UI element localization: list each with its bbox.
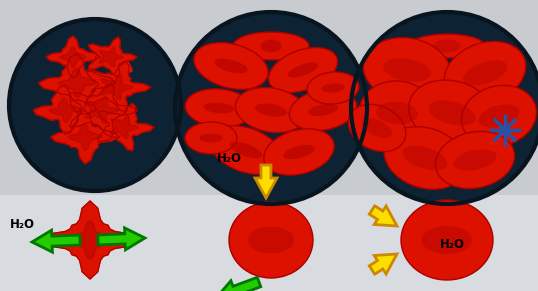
Ellipse shape — [348, 104, 406, 152]
Polygon shape — [33, 86, 97, 134]
Ellipse shape — [284, 145, 315, 159]
Ellipse shape — [199, 134, 223, 142]
FancyArrow shape — [32, 230, 80, 252]
Ellipse shape — [454, 149, 497, 171]
FancyArrow shape — [369, 206, 397, 226]
Ellipse shape — [383, 58, 431, 82]
Polygon shape — [42, 201, 138, 279]
Ellipse shape — [233, 32, 309, 60]
Ellipse shape — [321, 84, 345, 93]
Polygon shape — [99, 47, 123, 67]
Ellipse shape — [260, 40, 281, 52]
Polygon shape — [70, 83, 138, 137]
Ellipse shape — [215, 59, 247, 73]
Ellipse shape — [444, 41, 526, 105]
Ellipse shape — [376, 102, 418, 124]
Ellipse shape — [362, 118, 392, 138]
Polygon shape — [68, 124, 102, 150]
Ellipse shape — [359, 81, 435, 145]
Ellipse shape — [403, 146, 447, 170]
Ellipse shape — [185, 122, 237, 154]
Polygon shape — [58, 68, 96, 98]
Ellipse shape — [434, 39, 461, 53]
Polygon shape — [110, 115, 138, 139]
Ellipse shape — [248, 227, 294, 253]
Circle shape — [351, 12, 538, 204]
Ellipse shape — [209, 126, 282, 174]
Polygon shape — [39, 54, 116, 113]
Ellipse shape — [264, 129, 334, 175]
Polygon shape — [66, 221, 114, 260]
Polygon shape — [101, 74, 133, 100]
FancyArrow shape — [216, 277, 261, 291]
FancyArrow shape — [255, 165, 277, 198]
Ellipse shape — [288, 63, 318, 78]
Ellipse shape — [409, 34, 485, 58]
Ellipse shape — [435, 131, 514, 189]
Ellipse shape — [268, 47, 337, 93]
FancyArrow shape — [98, 228, 145, 250]
Text: H₂O: H₂O — [216, 152, 242, 164]
Ellipse shape — [428, 100, 476, 125]
Circle shape — [175, 12, 367, 204]
Ellipse shape — [384, 127, 466, 189]
Polygon shape — [85, 96, 119, 124]
Polygon shape — [88, 37, 137, 77]
Ellipse shape — [409, 80, 495, 146]
FancyArrow shape — [369, 254, 397, 274]
Text: H₂O: H₂O — [10, 217, 34, 230]
Ellipse shape — [401, 200, 493, 280]
Ellipse shape — [479, 104, 519, 127]
Text: H₂O: H₂O — [440, 237, 464, 251]
Polygon shape — [86, 61, 151, 113]
Ellipse shape — [204, 103, 234, 113]
FancyBboxPatch shape — [0, 195, 538, 291]
Polygon shape — [60, 47, 87, 68]
Ellipse shape — [289, 89, 357, 131]
Ellipse shape — [308, 104, 338, 116]
Polygon shape — [46, 36, 100, 78]
Ellipse shape — [255, 103, 287, 117]
Ellipse shape — [185, 89, 253, 127]
Ellipse shape — [230, 142, 262, 158]
Ellipse shape — [463, 60, 507, 86]
Ellipse shape — [235, 88, 307, 132]
Circle shape — [9, 19, 181, 191]
Ellipse shape — [229, 202, 313, 278]
Ellipse shape — [422, 226, 472, 254]
Polygon shape — [98, 103, 154, 151]
Ellipse shape — [363, 38, 451, 102]
Ellipse shape — [194, 42, 268, 89]
Ellipse shape — [307, 72, 359, 104]
Polygon shape — [51, 110, 119, 164]
Polygon shape — [49, 98, 81, 122]
Ellipse shape — [462, 85, 536, 147]
